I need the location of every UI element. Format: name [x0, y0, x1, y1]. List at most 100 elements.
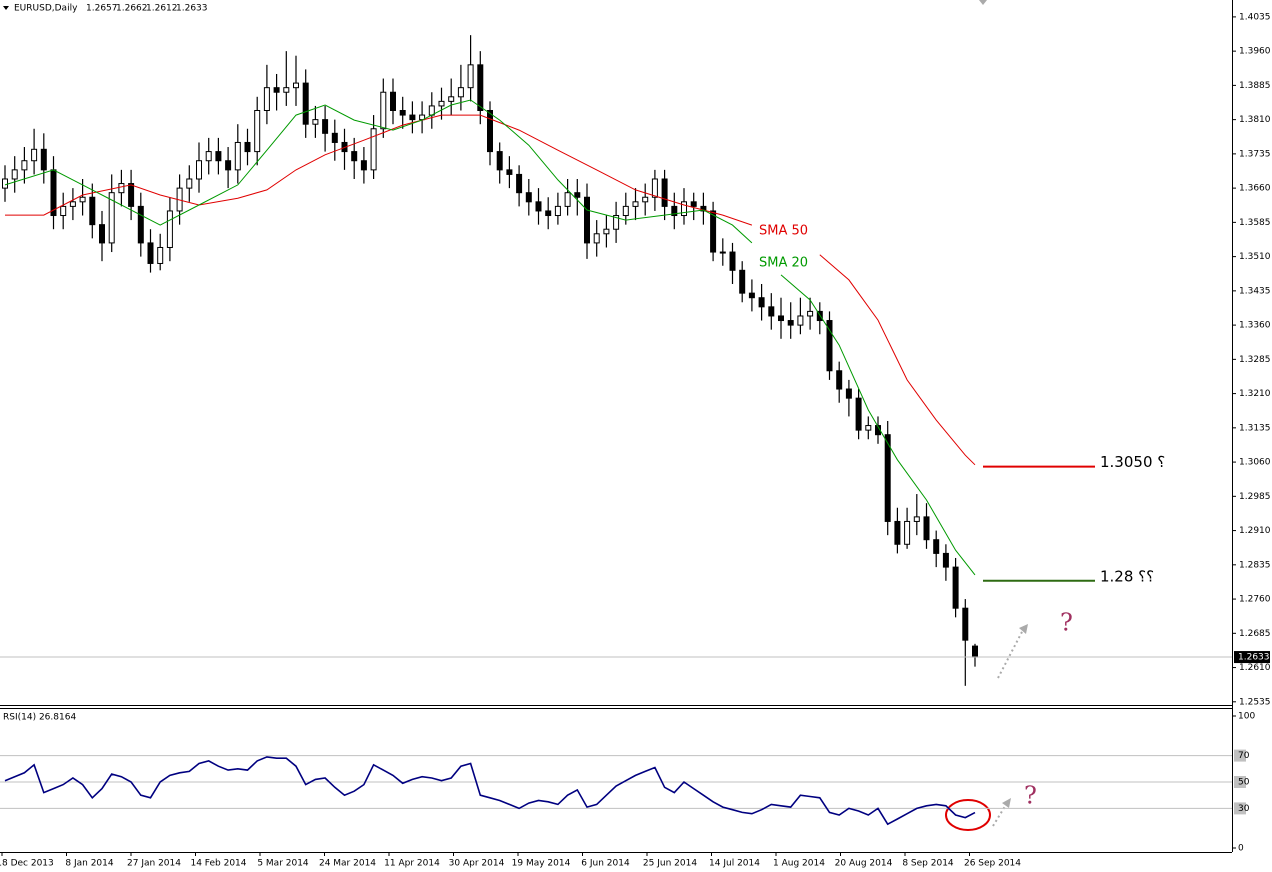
- x-tick-label: 24 Mar 2014: [319, 859, 376, 869]
- x-tick-label: 8 Jan 2014: [65, 859, 113, 869]
- ohlc-low: 1.2612: [146, 4, 178, 14]
- y-tick-label: 50: [1238, 778, 1250, 788]
- y-tick-label: 0: [1238, 844, 1244, 854]
- candle-body: [186, 178, 193, 189]
- candle-body: [768, 306, 775, 317]
- candle-body: [108, 192, 115, 244]
- candle-body: [574, 192, 581, 198]
- highlight-ellipse: [945, 799, 991, 831]
- level-box: [1234, 802, 1246, 815]
- x-tick-label: 26 Sep 2014: [964, 859, 1021, 869]
- candle-body: [671, 205, 678, 217]
- y-tick-label: 1.2985: [1239, 492, 1271, 502]
- candle-body: [448, 96, 455, 102]
- candle-body: [739, 269, 746, 294]
- x-tick-label: 11 Apr 2014: [384, 859, 440, 869]
- y-tick-label: 1.2760: [1239, 595, 1271, 605]
- candle-body: [11, 169, 18, 180]
- x-tick-label: 14 Jul 2014: [709, 859, 760, 869]
- candle-body: [312, 119, 319, 125]
- current-price-label: 1.2633: [1238, 653, 1270, 663]
- y-tick-label: 1.2835: [1239, 560, 1271, 570]
- y-tick-label: 1.2685: [1239, 629, 1271, 639]
- candle-body: [787, 320, 794, 326]
- y-tick-label: 1.3285: [1239, 355, 1271, 365]
- candle-body: [904, 520, 911, 545]
- candle-body: [719, 251, 726, 254]
- candle-body: [69, 201, 76, 207]
- x-tick-label: 5 Mar 2014: [257, 859, 309, 869]
- candle-body: [322, 119, 329, 134]
- y-tick-label: 1.3960: [1239, 47, 1271, 57]
- candle-body: [884, 434, 891, 522]
- target-label: ؟ 1.3050: [1100, 453, 1165, 471]
- candle-body: [390, 91, 396, 111]
- y-tick-label: 1.3135: [1239, 423, 1271, 433]
- candle-body: [836, 370, 843, 390]
- y-tick-label: 1.3435: [1239, 286, 1271, 296]
- candle-body: [681, 201, 687, 217]
- candle-body: [128, 183, 135, 207]
- x-tick-label: 27 Jan 2014: [127, 859, 181, 869]
- candle-body: [40, 148, 47, 171]
- candle-body: [913, 516, 920, 522]
- candle-body: [147, 242, 154, 264]
- candle-body: [952, 566, 959, 609]
- candle-body: [205, 151, 212, 162]
- candle-body: [273, 87, 280, 93]
- annotation: ?: [1024, 782, 1037, 810]
- candle-body: [399, 109, 406, 116]
- candle-body: [564, 192, 571, 207]
- y-tick-label: 1.4035: [1239, 12, 1271, 22]
- candle-body: [370, 128, 377, 171]
- candle-body: [457, 87, 464, 98]
- shift-marker: [979, 0, 987, 5]
- candle-body: [972, 645, 978, 658]
- candle-body: [351, 151, 358, 162]
- candle-body: [894, 520, 901, 545]
- x-tick-label: 6 Jun 2014: [581, 859, 630, 869]
- y-tick-label: 1.3660: [1239, 184, 1271, 194]
- candle-body: [661, 178, 668, 207]
- candle-body: [962, 607, 969, 641]
- candle-body: [797, 315, 804, 326]
- candle-body: [196, 160, 202, 180]
- y-tick-label: 70: [1238, 751, 1250, 761]
- x-tick-label: 1 Aug 2014: [773, 859, 825, 869]
- candle-body: [60, 205, 67, 217]
- arrow: [997, 627, 1025, 679]
- candle-body: [729, 251, 736, 271]
- y-tick-label: 100: [1238, 712, 1255, 722]
- legend-label: SMA 50: [759, 224, 808, 239]
- candle-body: [263, 87, 270, 111]
- y-tick-label: 1.3885: [1239, 81, 1271, 91]
- candle-body: [137, 205, 144, 244]
- y-tick-label: 1.3510: [1239, 252, 1271, 262]
- candle-body: [302, 82, 309, 125]
- candle-body: [778, 315, 784, 322]
- y-tick-label: 1.2535: [1239, 697, 1271, 707]
- sma-line: [5, 114, 976, 466]
- y-tick-label: 1.2610: [1239, 663, 1271, 673]
- candle-body: [293, 82, 299, 89]
- chart-title: EURUSD,Daily: [14, 4, 78, 14]
- candle-body: [525, 192, 532, 203]
- candle-body: [496, 151, 503, 171]
- candle-body: [89, 196, 96, 226]
- x-tick-label: 14 Feb 2014: [190, 859, 246, 869]
- candle-body: [438, 100, 445, 107]
- candle-body: [535, 201, 542, 212]
- candle-body: [826, 320, 833, 372]
- candle-body: [516, 173, 523, 194]
- level-box: [1234, 776, 1246, 788]
- x-tick-label: 25 Jun 2014: [643, 859, 697, 869]
- candle-body: [331, 132, 338, 143]
- candle-body: [554, 205, 561, 217]
- ohlc-open: 1.2657: [86, 4, 118, 14]
- candle-body: [855, 397, 862, 431]
- candle-body: [234, 141, 241, 171]
- candle-body: [632, 201, 639, 207]
- sma-line: [4, 99, 976, 576]
- candle-body: [79, 196, 86, 203]
